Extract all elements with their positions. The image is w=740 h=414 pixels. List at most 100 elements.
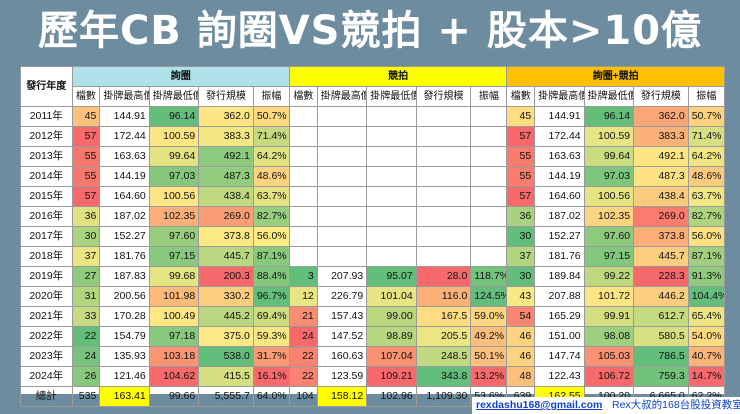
max-price-cell: 158.12 bbox=[316, 386, 368, 407]
issue-size-cell: 5,555.7 bbox=[198, 386, 254, 407]
count-cell: 22 bbox=[288, 346, 318, 367]
issue-size-cell: 445.2 bbox=[198, 306, 254, 327]
count-cell: 46 bbox=[506, 346, 536, 367]
group-header-combined: 詢圈+競拍 bbox=[506, 66, 725, 87]
max-price-cell: 181.76 bbox=[534, 246, 585, 267]
min-price-cell: 100.56 bbox=[148, 186, 200, 207]
issue-size-cell: 269.0 bbox=[633, 206, 689, 227]
group-header-inquiry: 詢圈 bbox=[71, 66, 290, 87]
year-cell: 2014年 bbox=[20, 166, 73, 187]
table-row: 2023年 24 135.93 103.18 538.0 31.7% 22 160.63 107… bbox=[20, 346, 726, 367]
count-cell: 12 bbox=[288, 286, 318, 307]
issue-size-cell: 330.2 bbox=[198, 286, 254, 307]
issue-size-cell bbox=[415, 166, 472, 187]
min-price-cell: 99.00 bbox=[366, 306, 417, 327]
count-cell: 27 bbox=[71, 266, 101, 287]
amplitude-cell: 50.7% bbox=[252, 106, 290, 127]
issue-size-cell: 362.0 bbox=[633, 106, 689, 127]
count-cell: 45 bbox=[71, 106, 101, 127]
year-cell: 2021年 bbox=[20, 306, 73, 327]
count-cell bbox=[288, 186, 318, 207]
max-price-cell: 123.59 bbox=[316, 366, 368, 387]
amplitude-cell: 40.7% bbox=[687, 346, 726, 367]
footer-email-link[interactable]: rexdashu168@gmail.com bbox=[476, 399, 603, 411]
year-cell: 2023年 bbox=[20, 346, 73, 367]
page-title: 歷年CB 詢圈VS競拍 + 股本>10億 bbox=[37, 8, 703, 54]
count-cell: 21 bbox=[288, 306, 318, 327]
count-cell: 57 bbox=[71, 126, 101, 147]
amplitude-cell bbox=[470, 246, 508, 267]
table-row: 2013年 55 163.63 99.64 492.1 64.2% 55 163.63 99.6… bbox=[20, 146, 726, 167]
table-row: 2019年 27 187.83 99.68 200.3 88.4% 3 207.93 95.07… bbox=[20, 266, 726, 287]
data-table: 發行年度 詢圈 競拍 詢圈+競拍 檔數 掛牌最高價 掛牌最低價 發行規模 振幅 檔數 掛牌最… bbox=[20, 66, 726, 407]
amplitude-header: 振幅 bbox=[470, 86, 508, 107]
min-price-cell bbox=[366, 246, 417, 267]
issue-size-cell bbox=[415, 186, 472, 207]
amplitude-cell: 13.2% bbox=[470, 366, 508, 387]
min-price-cell: 98.89 bbox=[366, 326, 417, 347]
table-body: 2011年 45 144.91 96.14 362.0 50.7% 45 144.91 96.1… bbox=[20, 106, 726, 407]
max-price-cell: 207.93 bbox=[316, 266, 368, 287]
min-price-cell: 96.14 bbox=[583, 106, 635, 127]
amplitude-cell: 71.4% bbox=[252, 126, 290, 147]
amplitude-cell: 50.1% bbox=[470, 346, 508, 367]
issue-size-cell: 28.0 bbox=[415, 266, 472, 287]
count-cell: 46 bbox=[506, 326, 536, 347]
amplitude-cell: 59.0% bbox=[470, 306, 508, 327]
corner-header: 發行年度 bbox=[20, 66, 73, 107]
issue-size-cell: 487.3 bbox=[633, 166, 689, 187]
amplitude-cell: 31.7% bbox=[252, 346, 290, 367]
table-row: 2015年 57 164.60 100.56 438.4 63.7% 57 164.60 100… bbox=[20, 186, 726, 207]
min-price-cell bbox=[366, 126, 417, 147]
min-price-cell: 99.91 bbox=[583, 306, 635, 327]
min-price-cell: 99.64 bbox=[148, 146, 200, 167]
issue-size-cell bbox=[415, 106, 472, 127]
count-cell: 22 bbox=[288, 366, 318, 387]
count-cell bbox=[288, 206, 318, 227]
amplitude-cell bbox=[470, 186, 508, 207]
max-price-cell: 147.52 bbox=[316, 326, 368, 347]
count-cell: 24 bbox=[288, 326, 318, 347]
min-price-cell: 99.64 bbox=[583, 146, 635, 167]
year-cell: 2013年 bbox=[20, 146, 73, 167]
max-price-cell bbox=[316, 206, 368, 227]
column-header-row: 檔數 掛牌最高價 掛牌最低價 發行規模 振幅 檔數 掛牌最高價 掛牌最低價 發行規模 振幅 檔數 掛牌… bbox=[21, 86, 726, 107]
min-price-cell: 100.59 bbox=[583, 126, 635, 147]
max-price-cell: 170.28 bbox=[99, 306, 150, 327]
max-price-cell: 163.63 bbox=[99, 146, 150, 167]
amplitude-cell: 56.0% bbox=[252, 226, 290, 247]
min-price-cell: 98.08 bbox=[583, 326, 635, 347]
count-cell: 48 bbox=[506, 366, 536, 387]
amplitude-cell: 87.1% bbox=[687, 246, 726, 267]
max-price-cell: 152.27 bbox=[534, 226, 585, 247]
table-row: 2022年 22 154.79 97.18 375.0 59.3% 24 147.52 98.8… bbox=[20, 326, 726, 347]
issue-size-cell: 759.3 bbox=[633, 366, 689, 387]
count-cell: 22 bbox=[71, 326, 101, 347]
min-price-cell bbox=[366, 106, 417, 127]
table-row: 2016年 36 187.02 102.35 269.0 82.7% 36 187.02 102… bbox=[20, 206, 726, 227]
count-header: 檔數 bbox=[506, 86, 536, 107]
min-price-cell: 97.03 bbox=[583, 166, 635, 187]
max-price-cell: 165.29 bbox=[534, 306, 585, 327]
count-cell bbox=[288, 126, 318, 147]
year-cell: 2018年 bbox=[20, 246, 73, 267]
issue-size-header: 發行規模 bbox=[198, 86, 254, 107]
issue-size-cell: 205.5 bbox=[415, 326, 472, 347]
year-cell: 2019年 bbox=[20, 266, 73, 287]
count-cell: 45 bbox=[506, 106, 536, 127]
issue-size-cell: 445.7 bbox=[633, 246, 689, 267]
max-price-cell: 172.44 bbox=[99, 126, 150, 147]
issue-size-cell bbox=[415, 226, 472, 247]
count-cell bbox=[288, 146, 318, 167]
amplitude-cell: 118.7% bbox=[470, 266, 508, 287]
amplitude-cell: 14.7% bbox=[687, 366, 726, 387]
min-price-cell bbox=[366, 206, 417, 227]
issue-size-cell: 167.5 bbox=[415, 306, 472, 327]
max-price-cell: 226.79 bbox=[316, 286, 368, 307]
year-cell: 2016年 bbox=[20, 206, 73, 227]
max-price-cell: 154.79 bbox=[99, 326, 150, 347]
issue-size-cell: 1,109.30 bbox=[415, 386, 472, 407]
table-row: 2017年 30 152.27 97.60 373.8 56.0% 30 152.27 97.6… bbox=[20, 226, 726, 247]
table-row: 2021年 33 170.28 100.49 445.2 69.4% 21 157.43 99.… bbox=[20, 306, 726, 327]
amplitude-cell: 82.7% bbox=[687, 206, 726, 227]
